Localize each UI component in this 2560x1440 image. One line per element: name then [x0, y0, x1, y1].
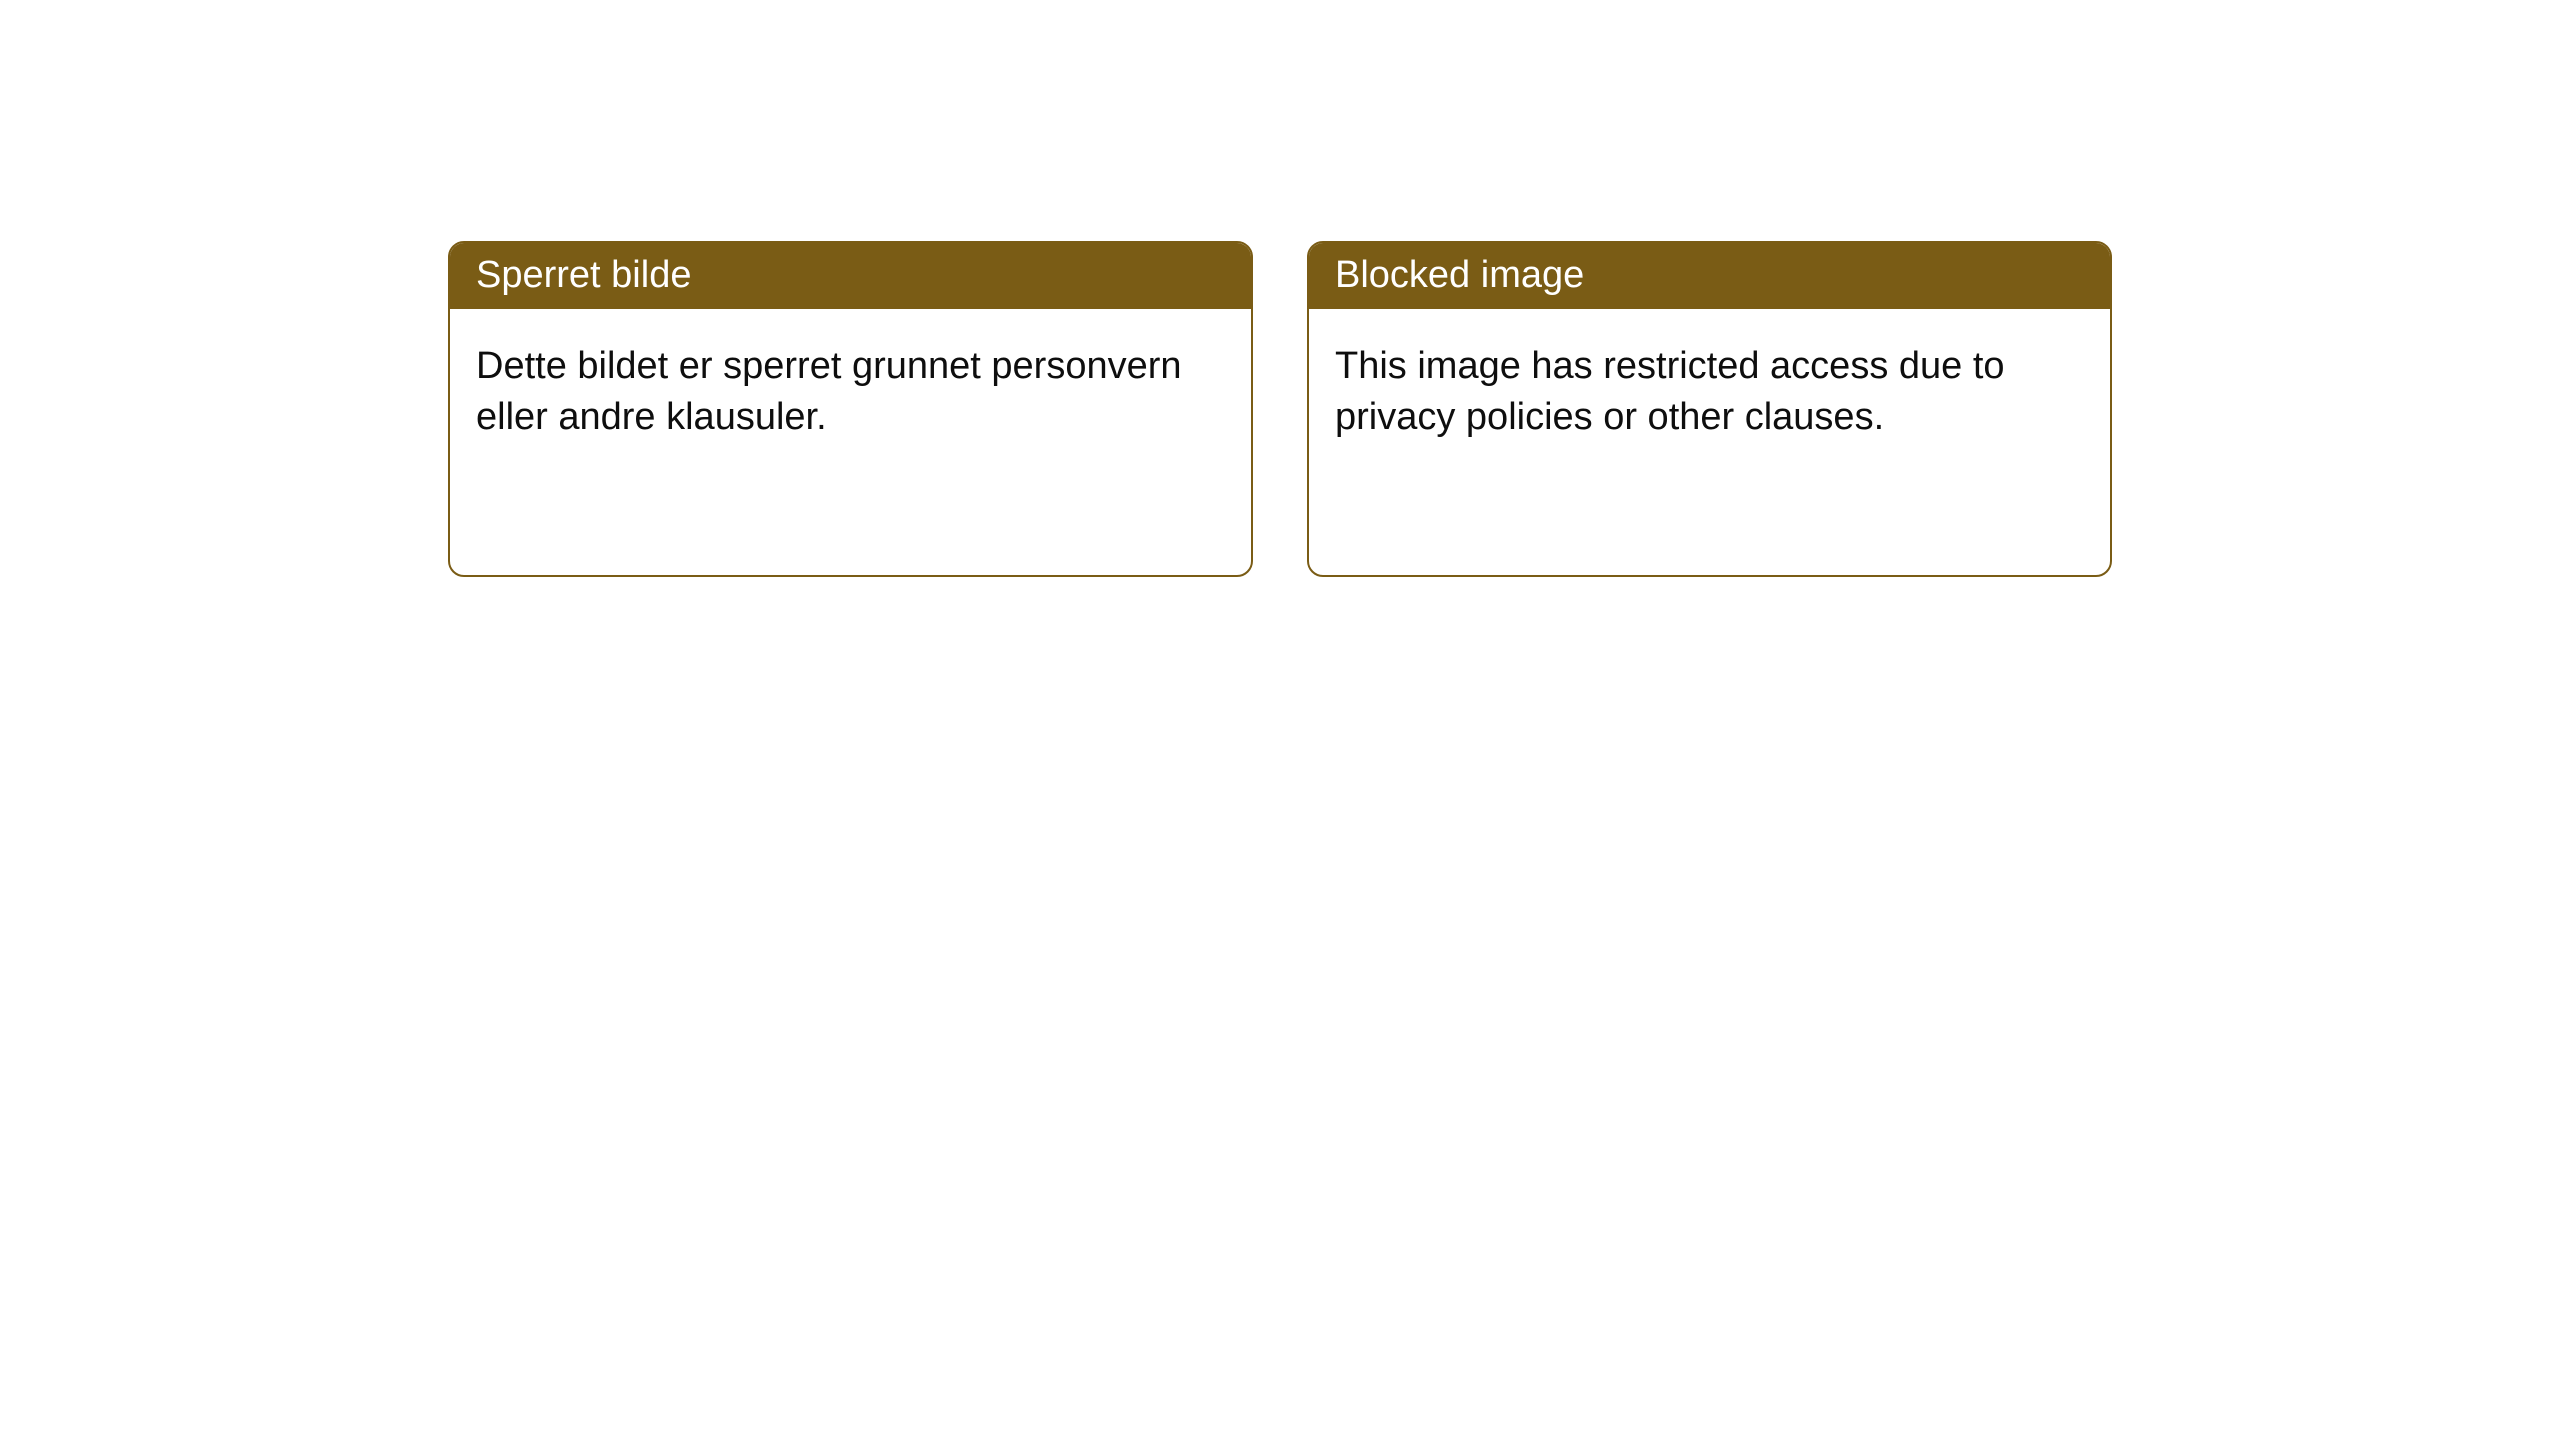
notice-body: Dette bildet er sperret grunnet personve…	[450, 309, 1251, 476]
notice-card-english: Blocked image This image has restricted …	[1307, 241, 2112, 577]
notice-title: Blocked image	[1309, 243, 2110, 309]
notice-container: Sperret bilde Dette bildet er sperret gr…	[0, 0, 2560, 577]
notice-title: Sperret bilde	[450, 243, 1251, 309]
notice-body: This image has restricted access due to …	[1309, 309, 2110, 476]
notice-card-norwegian: Sperret bilde Dette bildet er sperret gr…	[448, 241, 1253, 577]
